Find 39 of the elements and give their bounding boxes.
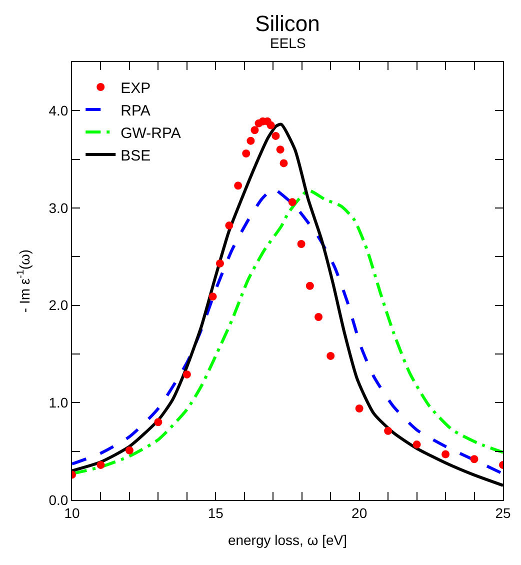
point — [234, 182, 242, 190]
point — [276, 146, 284, 154]
legend-label: EXP — [120, 80, 151, 97]
point — [208, 292, 217, 301]
y-tick-label: 3.0 — [48, 200, 68, 216]
point — [154, 418, 162, 426]
point — [442, 450, 450, 458]
point — [96, 460, 105, 469]
point — [306, 282, 314, 290]
chart-subtitle: EELS — [270, 35, 306, 51]
legend-label: BSE — [120, 147, 151, 164]
chart-title: Silicon — [255, 11, 320, 36]
point — [216, 259, 224, 268]
point — [272, 132, 280, 140]
point — [225, 222, 234, 230]
point — [242, 149, 250, 158]
point — [412, 440, 421, 449]
point — [384, 426, 392, 435]
y-tick-label: 1.0 — [48, 394, 68, 411]
point — [297, 240, 306, 248]
point — [326, 352, 335, 360]
point — [280, 159, 288, 168]
point — [266, 121, 275, 130]
point — [246, 136, 255, 145]
point — [470, 455, 478, 464]
y-tick-label: 4.0 — [48, 102, 68, 119]
point — [125, 446, 134, 454]
y-tick-label: 2.0 — [48, 297, 68, 314]
x-tick-label: 20 — [352, 504, 368, 521]
point — [250, 126, 259, 134]
point — [182, 370, 191, 378]
point — [288, 198, 296, 206]
legend-label: GW-RPA — [120, 124, 181, 142]
x-axis-title: energy loss, ω [eV] — [228, 532, 348, 548]
x-tick-label: 25 — [495, 504, 511, 521]
point — [314, 313, 323, 322]
legend-label: RPA — [120, 102, 150, 120]
point — [355, 404, 364, 413]
x-tick-label: 15 — [208, 504, 224, 521]
